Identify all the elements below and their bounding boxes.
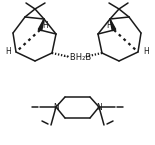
Polygon shape	[110, 19, 116, 31]
Text: H: H	[143, 48, 149, 57]
Text: N: N	[96, 103, 102, 112]
Text: H: H	[42, 20, 48, 29]
Polygon shape	[38, 19, 44, 31]
Text: H: H	[106, 20, 112, 29]
Text: N: N	[53, 103, 59, 112]
Text: ···BH₂B: ···BH₂B	[62, 52, 92, 61]
Text: H: H	[5, 48, 11, 57]
